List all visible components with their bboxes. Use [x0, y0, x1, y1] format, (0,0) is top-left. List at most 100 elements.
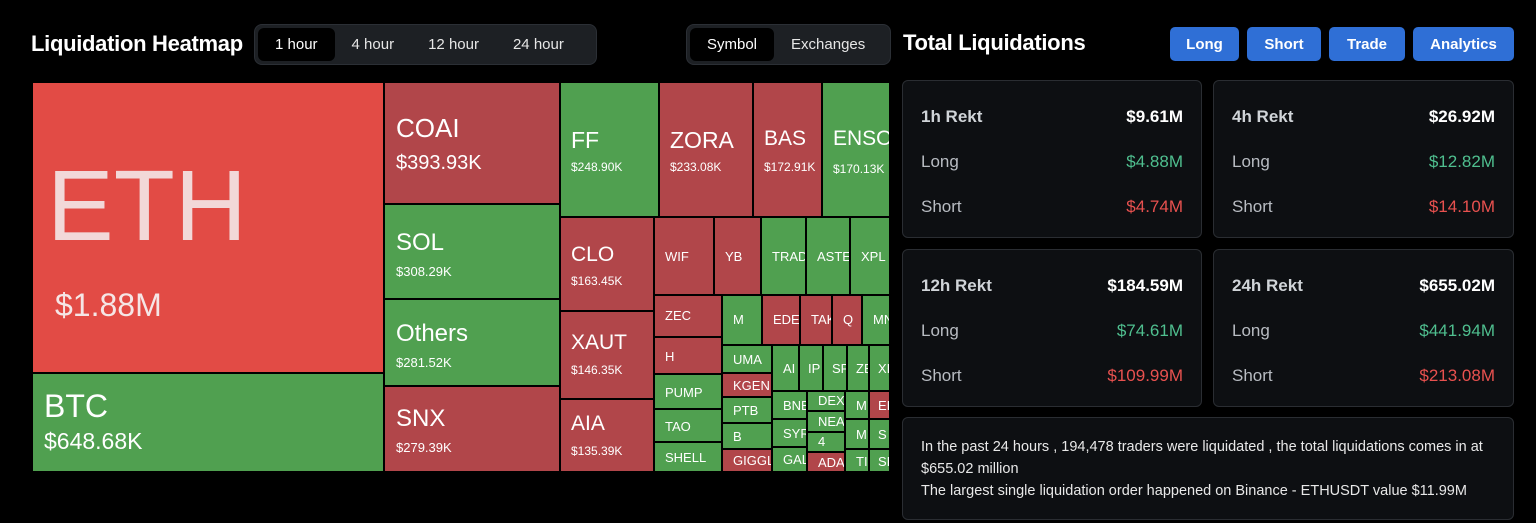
- tile-bas[interactable]: BAS $172.91K: [753, 82, 822, 217]
- long-value: $441.94M: [1419, 321, 1495, 340]
- tile-symbol: YB: [725, 249, 743, 264]
- tile-xaut[interactable]: XAUT $146.35K: [560, 311, 654, 399]
- tab-symbol[interactable]: Symbol: [690, 28, 775, 61]
- view-selector: Symbol Exchanges: [686, 24, 891, 65]
- tile-shell[interactable]: SHELL: [654, 442, 722, 472]
- trade-button[interactable]: Trade: [1329, 27, 1405, 61]
- short-button[interactable]: Short: [1247, 27, 1321, 61]
- tile-value: $393.93K: [396, 152, 482, 174]
- tile-mn[interactable]: MN: [862, 295, 890, 345]
- tile-symbol: UMA: [733, 352, 762, 367]
- long-button[interactable]: Long: [1170, 27, 1239, 61]
- tile-si[interactable]: SI: [869, 449, 890, 472]
- card-4h-rekt: 4h Rekt $26.92M Long $12.82M Short $14.10M: [1213, 80, 1514, 238]
- tile-dexe[interactable]: DEXE: [807, 391, 845, 411]
- long-label: Long: [921, 321, 959, 340]
- tile-kgen[interactable]: KGEN: [722, 373, 772, 397]
- tile-symbol: BNB: [783, 398, 806, 413]
- tile-symbol: ZE: [856, 361, 868, 376]
- tile-s[interactable]: S: [869, 419, 890, 449]
- tile-coai[interactable]: COAI $393.93K: [384, 82, 560, 204]
- summary-line-2: The largest single liquidation order hap…: [921, 483, 1467, 499]
- tile-q[interactable]: Q: [832, 295, 862, 345]
- tile-gal[interactable]: GAL: [772, 447, 807, 472]
- tile-4[interactable]: 4: [807, 432, 845, 452]
- tab-12-hour[interactable]: 12 hour: [428, 36, 479, 53]
- card-label: 12h Rekt: [921, 276, 992, 295]
- tile-value: $170.13K: [833, 162, 885, 176]
- tile-m-2[interactable]: M: [845, 391, 869, 419]
- tile-tao[interactable]: TAO: [654, 409, 722, 442]
- tile-tak[interactable]: TAK: [800, 295, 832, 345]
- tile-nea[interactable]: NEA: [807, 411, 845, 432]
- tile-symbol: GIGGL: [733, 453, 772, 468]
- tile-h[interactable]: H: [654, 337, 722, 374]
- tile-ada[interactable]: ADA: [807, 452, 845, 472]
- tile-mi[interactable]: MI: [845, 419, 869, 449]
- tile-xpl[interactable]: XPL: [850, 217, 890, 295]
- tile-pump[interactable]: PUMP: [654, 374, 722, 409]
- tab-exchanges[interactable]: Exchanges: [791, 36, 866, 53]
- tile-eth[interactable]: ETH $1.88M: [32, 82, 384, 373]
- tile-symbol: EI: [878, 398, 890, 413]
- tile-zora[interactable]: ZORA $233.08K: [659, 82, 753, 217]
- tile-syr[interactable]: SYR: [772, 419, 807, 447]
- tile-ti[interactable]: TI: [845, 449, 869, 472]
- tile-symbol: DEXE: [818, 393, 845, 408]
- tile-bnb[interactable]: BNB: [772, 391, 807, 419]
- tile-aste[interactable]: ASTE: [806, 217, 850, 295]
- card-label: 4h Rekt: [1232, 107, 1294, 126]
- tile-xi[interactable]: XI: [869, 345, 890, 391]
- tile-others[interactable]: Others $281.52K: [384, 299, 560, 386]
- tile-symbol: PUMP: [665, 385, 703, 400]
- tile-m[interactable]: M: [722, 295, 762, 345]
- tile-zec[interactable]: ZEC: [654, 295, 722, 337]
- liquidation-summary: In the past 24 hours , 194,478 traders w…: [902, 417, 1514, 520]
- analytics-button[interactable]: Analytics: [1413, 27, 1514, 61]
- tab-24-hour[interactable]: 24 hour: [512, 36, 564, 53]
- tile-btc[interactable]: BTC $648.68K: [32, 373, 384, 472]
- tile-symbol: GAL: [783, 452, 807, 467]
- tile-ei[interactable]: EI: [869, 391, 890, 419]
- tile-symbol: SOL: [396, 229, 445, 256]
- tile-trad[interactable]: TRAD: [761, 217, 806, 295]
- tile-uma[interactable]: UMA: [722, 345, 772, 373]
- tile-ip[interactable]: IP: [799, 345, 823, 391]
- tile-ze[interactable]: ZE: [847, 345, 869, 391]
- tile-ai[interactable]: AI: [772, 345, 799, 391]
- tile-b[interactable]: B: [722, 423, 772, 449]
- tile-yb[interactable]: YB: [714, 217, 761, 295]
- tile-aia[interactable]: AIA $135.39K: [560, 399, 654, 472]
- tile-symbol: BAS: [764, 127, 807, 150]
- tile-wif[interactable]: WIF: [654, 217, 714, 295]
- tile-sp[interactable]: SP: [823, 345, 847, 391]
- tile-symbol: ETH: [47, 150, 247, 262]
- tile-value: $1.88M: [55, 287, 162, 323]
- card-total: $655.02M: [1419, 276, 1495, 295]
- tile-ptb[interactable]: PTB: [722, 397, 772, 423]
- tile-enso[interactable]: ENSO $170.13K: [822, 82, 890, 217]
- short-label: Short: [1232, 366, 1273, 385]
- tab-4-hour[interactable]: 4 hour: [351, 36, 395, 53]
- tile-ede[interactable]: EDE: [762, 295, 800, 345]
- short-value: $14.10M: [1428, 197, 1495, 216]
- card-label: 1h Rekt: [921, 107, 983, 126]
- tile-symbol: M: [733, 312, 744, 327]
- tile-symbol: Q: [843, 312, 854, 327]
- tab-1-hour[interactable]: 1 hour: [258, 28, 335, 61]
- tile-clo[interactable]: CLO $163.45K: [560, 217, 654, 311]
- tile-symbol: S: [878, 427, 887, 442]
- tile-sol[interactable]: SOL $308.29K: [384, 204, 560, 299]
- tile-symbol: AIA: [571, 412, 605, 435]
- summary-line-1: In the past 24 hours , 194,478 traders w…: [921, 439, 1483, 477]
- tile-symbol: 4: [818, 434, 826, 449]
- tile-value: $146.35K: [571, 363, 623, 377]
- tile-symbol: MN: [873, 312, 889, 327]
- total-liquidations-title: Total Liquidations: [903, 30, 1086, 55]
- tile-ff[interactable]: FF $248.90K: [560, 82, 659, 217]
- tile-giggl[interactable]: GIGGL: [722, 449, 772, 472]
- tile-snx[interactable]: SNX $279.39K: [384, 386, 560, 472]
- timeframe-selector: 1 hour 4 hour 12 hour 24 hour: [254, 24, 597, 65]
- card-1h-rekt: 1h Rekt $9.61M Long $4.88M Short $4.74M: [902, 80, 1202, 238]
- tile-value: $233.08K: [670, 160, 722, 174]
